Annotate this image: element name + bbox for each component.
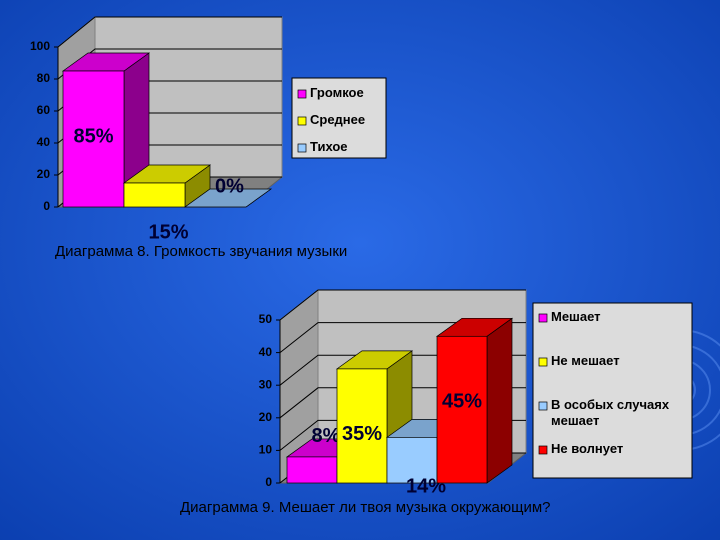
legend-swatch	[297, 143, 307, 153]
legend-entry: Не мешает	[551, 353, 620, 368]
y-tick-label: 40	[259, 345, 273, 359]
bar	[386, 437, 438, 484]
bar-top	[183, 188, 273, 208]
bar	[123, 182, 186, 208]
value-label: 8%	[312, 425, 341, 447]
y-tick-label: 40	[37, 135, 51, 149]
y-tick-label: 80	[37, 71, 51, 85]
y-tick-label: 20	[259, 410, 273, 424]
y-tick-label: 0	[265, 475, 272, 489]
legend-entry: Среднее	[310, 112, 366, 127]
value-label: 85%	[73, 125, 113, 147]
legend-label: Не волнует	[551, 441, 624, 456]
legend-entry: Громкое	[310, 85, 364, 100]
legend-label: Не мешает	[551, 353, 620, 368]
legend-entry: Мешает	[551, 309, 601, 324]
value-label: 14%	[406, 476, 446, 498]
bar	[336, 368, 388, 484]
legend-entry: Тихое	[310, 139, 348, 154]
y-tick-label: 0	[43, 199, 50, 213]
grid-line	[57, 16, 282, 48]
legend-entry: Не волнует	[551, 441, 624, 456]
grid-line	[279, 289, 526, 321]
legend-label: Громкое	[310, 85, 364, 100]
value-label: 45%	[442, 391, 482, 413]
bar	[436, 335, 488, 484]
y-tick-label: 60	[37, 103, 51, 117]
value-label: 15%	[148, 221, 188, 243]
legend-swatch	[297, 89, 307, 99]
legend-swatch	[297, 116, 307, 126]
legend-swatch	[538, 445, 548, 455]
bar-side	[486, 317, 513, 484]
legend-label: Тихое	[310, 139, 348, 154]
legend-swatch	[538, 313, 548, 323]
y-tick-label: 100	[30, 39, 50, 53]
legend-swatch	[538, 401, 548, 411]
legend-swatch	[538, 357, 548, 367]
y-tick-label: 50	[259, 312, 273, 326]
legend-label: В особых случаях мешает	[551, 397, 670, 428]
y-tick-label: 20	[37, 167, 51, 181]
legend-entry: В особых случаях мешает	[551, 397, 670, 428]
value-label: 35%	[342, 423, 382, 445]
chart-caption: Диаграмма 8. Громкость звучания музыки	[55, 243, 347, 260]
bar	[62, 70, 125, 208]
y-tick-label: 10	[259, 443, 273, 457]
chart-caption: Диаграмма 9. Мешает ли твоя музыка окруж…	[180, 499, 551, 516]
legend-box	[532, 302, 693, 479]
legend-label: Мешает	[551, 309, 601, 324]
bar	[286, 456, 338, 484]
value-label: 0%	[215, 175, 244, 197]
legend-label: Среднее	[310, 112, 366, 127]
y-tick-label: 30	[259, 377, 273, 391]
legend-box	[291, 77, 387, 159]
